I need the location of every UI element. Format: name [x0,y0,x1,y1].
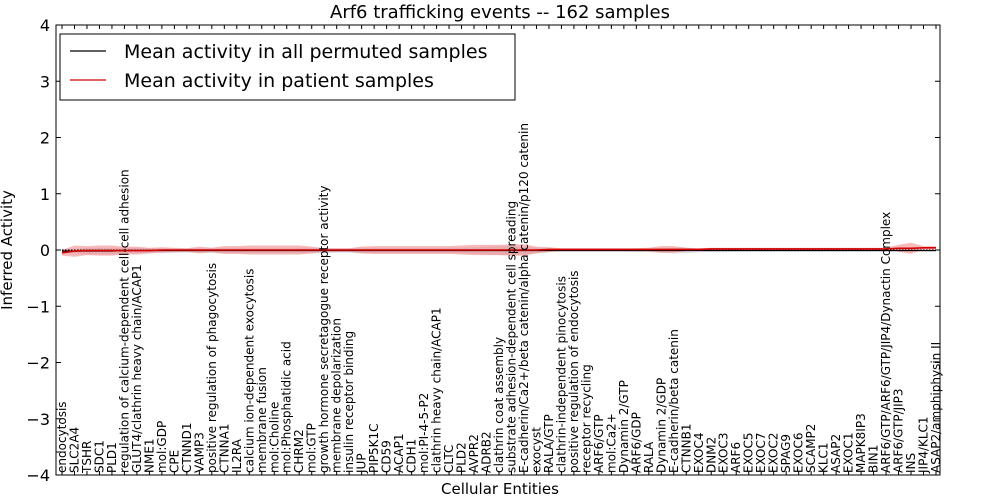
series-line-patient [61,247,936,254]
category-label: clathrin coat assembly [492,337,506,473]
category-label: regulation of calcium-dependent cell-cel… [117,169,131,473]
category-label: endocytosis [55,401,69,473]
y-tick-label: −3 [26,410,50,429]
category-label: positive regulation of endocytosis [567,270,581,473]
y-axis: −4 −3 −2 −1 0 1 2 3 4 [26,16,940,485]
category-label: EXOC6 [792,433,806,474]
category-label: ARF6/GTP [592,414,606,473]
category-label: ARF6 [729,442,743,473]
category-label: ADRB2 [480,431,494,473]
category-label: EXOC5 [742,433,756,474]
category-label: CTNND1 [180,422,194,473]
category-label: ARF6/GDP [629,412,643,473]
category-label: EXOC4 [692,433,706,474]
category-label: ASAP2/amphiphysin II [929,342,943,473]
category-label: mol:GTP [305,423,319,473]
category-label: ARF6/GTP/ARF6/GTP/JIP4/Dynactin Complex [879,212,893,473]
category-label: CPE [167,450,181,473]
category-labels: endocytosisSLC2A4TSHRSDC1PLD1regulation … [55,123,943,474]
category-label: substrate adhesion-dependent cell spread… [505,201,519,473]
legend-label-permuted: Mean activity in all permuted samples [124,41,487,63]
category-label: mol:Choline [267,402,281,473]
category-label: membrane depolarization [330,318,344,473]
y-tick-label: 3 [40,72,50,91]
x-axis-label: Cellular Entities [441,480,559,498]
y-tick-label: 1 [40,185,50,204]
category-label: growth hormone secretagogue receptor act… [317,186,331,473]
category-label: DNM2 [704,437,718,473]
category-label: receptor recycling [579,364,593,473]
category-label: RALA [642,441,656,473]
category-label: CDH1 [405,439,419,473]
category-label: TSHR [80,441,94,474]
category-label: CLTC [442,445,456,473]
category-label: E-cadherin/Ca2+/beta catenin/alpha caten… [517,123,531,473]
category-label: Dynamin 2/GDP [654,378,668,473]
series-lines [61,247,936,254]
chart-title: Arf6 trafficking events -- 162 samples [330,2,670,23]
category-label: MAPK8IP3 [854,413,868,473]
category-label: AVPR2 [467,434,481,473]
y-tick-label: 2 [40,129,50,148]
category-label: ACAP1 [392,434,406,473]
category-label: calcium ion-dependent exocytosis [242,269,256,474]
category-label: CTNNB1 [679,423,693,473]
category-label: insulin receptor binding [342,331,356,473]
legend: Mean activity in all permuted samples Me… [59,33,516,101]
category-label: CTNNA1 [217,423,231,473]
category-label: KLC1 [817,442,831,473]
category-label: CD59 [380,440,394,473]
category-label: EXOC3 [717,433,731,474]
category-label: E-cadherin/beta catenin [667,329,681,473]
category-label: clathrin heavy chain/ACAP1 [430,307,444,473]
category-label: INS [904,453,918,473]
category-label: VAMP3 [192,432,206,473]
category-label: Dynamin 2/GTP [617,380,631,473]
category-label: mol:Ca2+ [604,413,618,473]
category-label: PLD1 [105,442,119,473]
category-label: clathrin-independent pinocytosis [554,276,568,473]
category-label: EXOC7 [754,433,768,474]
category-label: CHRM2 [292,429,306,473]
category-label: RALA/GTP [542,414,556,473]
category-label: SPAG9 [779,434,793,473]
category-label: mol:PI-4-5-P2 [417,393,431,473]
category-label: PIP5K1C [367,423,381,473]
category-label: mol:GDP [155,421,169,473]
y-tick-label: −1 [26,297,50,316]
y-tick-label: −2 [26,354,50,373]
category-label: ARF6/GTP/JIP3 [892,388,906,473]
category-label: SCAMP2 [804,424,818,473]
category-label: GLUT4/clathrin heavy chain/ACAP1 [130,264,144,473]
legend-label-patient: Mean activity in patient samples [124,70,434,92]
y-axis-label: Inferred Activity [0,190,16,310]
category-label: NME1 [142,438,156,473]
category-label: EXOC1 [842,433,856,474]
x-axis [61,25,937,475]
category-label: EXOC2 [767,433,781,474]
category-label: ASAP2 [829,434,843,473]
y-tick-label: 0 [40,241,50,260]
y-tick-label: 4 [40,16,50,35]
legend-box [59,33,516,101]
category-label: BIN1 [867,445,881,473]
category-label: mol:Phosphatidic acid [280,341,294,473]
category-label: exocyst [530,427,544,473]
category-label: membrane fusion [255,367,269,473]
category-label: positive regulation of phagocytosis [205,263,219,473]
category-label: IL2RA [230,438,244,473]
category-label: JUP [355,453,369,474]
category-label: PLD2 [455,442,469,473]
category-label: SLC2A4 [68,427,82,473]
y-tick-label: −4 [26,466,50,485]
category-label: JIP4/KLC1 [917,416,931,474]
category-label: SDC1 [93,440,107,473]
